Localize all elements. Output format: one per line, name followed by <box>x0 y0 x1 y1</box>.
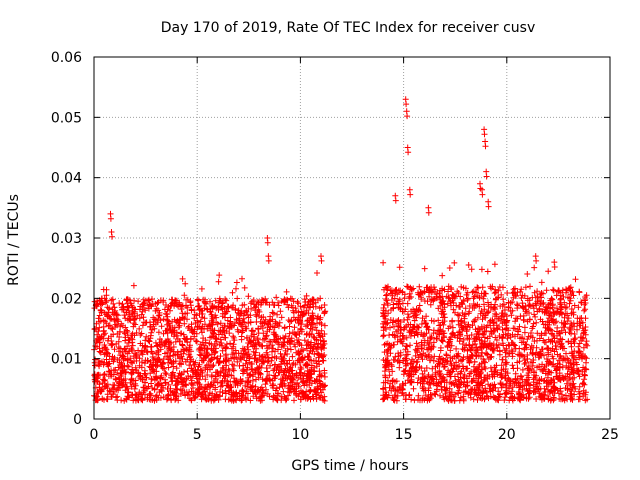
x-tick-label: 20 <box>498 427 516 443</box>
y-tick-label: 0.05 <box>51 110 82 126</box>
y-tick-label: 0 <box>73 412 82 428</box>
x-tick-label: 25 <box>601 427 619 443</box>
x-tick-label: 5 <box>193 427 202 443</box>
y-tick-label: 0.06 <box>51 50 82 66</box>
y-tick-label: 0.04 <box>51 171 82 187</box>
x-axis-label: GPS time / hours <box>291 458 408 474</box>
y-tick-label: 0.03 <box>51 231 82 247</box>
y-tick-label: 0.01 <box>51 352 82 368</box>
x-tick-label: 0 <box>90 427 99 443</box>
roti-point-markers <box>91 96 591 404</box>
data-points <box>91 96 591 404</box>
y-axis-label: ROTI / TECUs <box>6 194 22 286</box>
x-tick-label: 10 <box>291 427 309 443</box>
x-tick-label: 15 <box>395 427 413 443</box>
axis-ticks: 0 5 10 15 20 25 0 0.01 0.02 0.03 0.04 0.05 0.06 <box>51 50 619 443</box>
y-tick-label: 0.02 <box>51 291 82 307</box>
chart-title: Day 170 of 2019, Rate Of TEC Index for r… <box>161 20 536 36</box>
